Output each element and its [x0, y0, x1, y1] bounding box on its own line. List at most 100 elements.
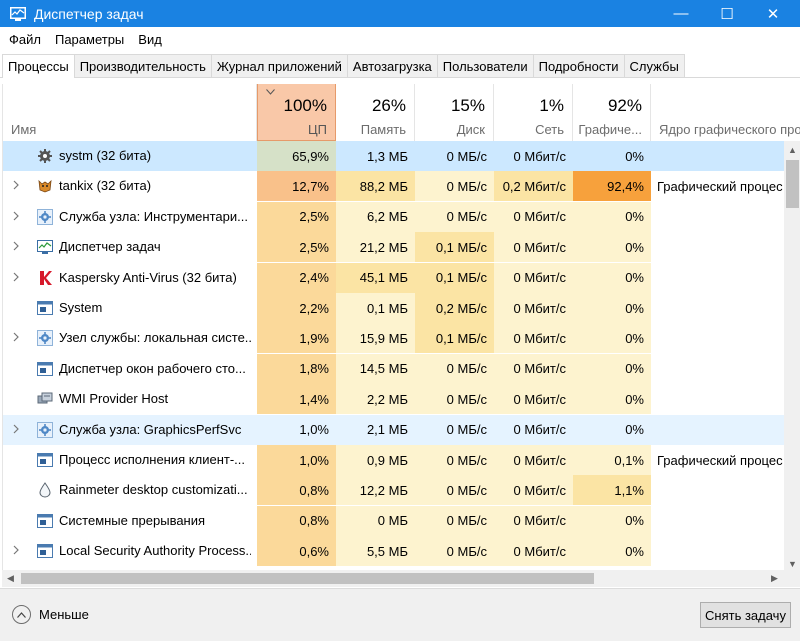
- wmi-icon: [37, 391, 53, 407]
- process-row[interactable]: tankix (32 бита) 12,7% 88,2 МБ 0 МБ/с 0,2 Мб…: [3, 171, 784, 202]
- menu-options[interactable]: Параметры: [54, 32, 125, 47]
- process-row[interactable]: Системные прерывания 0,8% 0 МБ 0 МБ/с 0 Мбит…: [3, 505, 784, 536]
- process-net-cell: 0,2 Мбит/с: [494, 171, 573, 202]
- process-row[interactable]: System 2,2% 0,1 МБ 0,2 МБ/с 0 Мбит/с 0%: [3, 293, 784, 323]
- column-label-network: Сеть: [535, 122, 564, 137]
- process-net-cell: 0 Мбит/с: [494, 262, 573, 293]
- scroll-right-arrow-icon[interactable]: ▶: [771, 573, 778, 583]
- process-cpu-cell: 65,9%: [257, 141, 336, 171]
- tab-app-history[interactable]: Журнал приложений: [210, 54, 348, 77]
- process-net-cell: 0 Мбит/с: [494, 536, 573, 567]
- window-icon: [37, 452, 53, 468]
- column-header-name[interactable]: Имя: [3, 84, 257, 141]
- process-name: Rainmeter desktop customizati...: [59, 482, 248, 498]
- expand-chevron-icon[interactable]: [13, 241, 21, 253]
- process-cpu-cell: 2,5%: [257, 232, 336, 263]
- fewer-details-button[interactable]: Меньше: [12, 605, 89, 624]
- column-header-disk[interactable]: 15% Диск: [415, 84, 494, 141]
- scroll-up-arrow-icon[interactable]: ▲: [788, 144, 797, 155]
- column-header-cpu[interactable]: 100% ЦП: [257, 84, 336, 141]
- process-gpu-engine-cell: [651, 475, 784, 505]
- process-name: Kaspersky Anti-Virus (32 бита): [59, 269, 237, 285]
- process-gpu-cell: 0%: [573, 536, 651, 567]
- chevron-up-icon: [12, 605, 31, 624]
- process-disk-cell: 0 МБ/с: [415, 505, 494, 536]
- process-row[interactable]: systm (32 бита) 65,9% 1,3 МБ 0 МБ/с 0 Мбит/с…: [3, 141, 784, 171]
- tab-processes[interactable]: Процессы: [2, 54, 75, 78]
- sort-descending-icon: [266, 89, 275, 95]
- process-row[interactable]: Rainmeter desktop customizati... 0,8% 12,2…: [3, 475, 784, 506]
- window-icon: [37, 300, 53, 316]
- vertical-scrollbar[interactable]: ▲ ▼: [784, 141, 800, 572]
- process-cpu-cell: 0,8%: [257, 475, 336, 506]
- process-row[interactable]: Служба узла: GraphicsPerfSvc 1,0% 2,1 МБ 0 …: [3, 414, 784, 445]
- tab-services[interactable]: Службы: [623, 54, 685, 77]
- expand-chevron-icon[interactable]: [13, 545, 21, 557]
- process-name-cell: Служба узла: GraphicsPerfSvc: [3, 415, 257, 445]
- column-header-memory[interactable]: 26% Память: [336, 84, 415, 141]
- process-name: Служба узла: GraphicsPerfSvc: [59, 421, 242, 437]
- process-name-cell: Системные прерывания: [3, 506, 257, 536]
- window-icon: [37, 361, 53, 377]
- process-disk-cell: 0 МБ/с: [415, 445, 494, 475]
- process-name-cell: WMI Provider Host: [3, 384, 257, 414]
- process-mem-cell: 14,5 МБ: [336, 353, 415, 384]
- column-header-network[interactable]: 1% Сеть: [494, 84, 573, 141]
- minimize-button[interactable]: —: [673, 5, 689, 22]
- process-row[interactable]: Диспетчер задач 2,5% 21,2 МБ 0,1 МБ/с 0 Мбит…: [3, 232, 784, 263]
- column-label-gpu-engine: Ядро графического про: [659, 122, 800, 137]
- close-button[interactable]: ✕: [766, 5, 780, 23]
- process-disk-cell: 0 МБ/с: [446, 422, 487, 438]
- process-gpu-engine-cell: [651, 354, 784, 384]
- process-row[interactable]: Процесс исполнения клиент-... 1,0% 0,9 МБ 0…: [3, 445, 784, 475]
- horizontal-scroll-thumb[interactable]: [21, 573, 594, 584]
- menu-view[interactable]: Вид: [138, 32, 162, 47]
- process-name: systm (32 бита): [59, 148, 152, 163]
- horizontal-scrollbar[interactable]: ◀ ▶: [2, 570, 783, 587]
- fewer-details-label: Меньше: [39, 607, 89, 622]
- tab-users[interactable]: Пользователи: [436, 54, 534, 77]
- column-header-gpu[interactable]: 92% Графиче...: [573, 84, 651, 141]
- process-row[interactable]: WMI Provider Host 1,4% 2,2 МБ 0 МБ/с 0 Мбит/…: [3, 384, 784, 415]
- process-gpu-cell: 0,1%: [573, 445, 651, 475]
- process-row[interactable]: Узел службы: локальная систе... 1,9% 15,9 …: [3, 323, 784, 354]
- vertical-scroll-thumb[interactable]: [786, 160, 799, 208]
- process-mem-cell: 88,2 МБ: [336, 171, 415, 202]
- process-gpu-cell: 0%: [573, 262, 651, 293]
- service-gear-icon: [37, 421, 53, 438]
- title-bar: Диспетчер задач — ☐ ✕: [0, 0, 800, 27]
- process-row[interactable]: Local Security Authority Process... 0,6% 5…: [3, 536, 784, 567]
- expand-chevron-icon[interactable]: [13, 424, 21, 436]
- cpu-total-percent: 100%: [283, 96, 327, 115]
- expand-chevron-icon[interactable]: [13, 272, 21, 284]
- column-header-gpu-engine[interactable]: Ядро графического про: [651, 84, 800, 141]
- tab-performance[interactable]: Производительность: [73, 54, 212, 77]
- tab-details[interactable]: Подробности: [532, 54, 625, 77]
- process-name-cell: tankix (32 бита): [3, 171, 257, 201]
- scroll-left-arrow-icon[interactable]: ◀: [7, 573, 14, 583]
- expand-chevron-icon[interactable]: [13, 332, 21, 344]
- expand-chevron-icon[interactable]: [13, 180, 21, 192]
- process-gpu-cell: 1,1%: [573, 475, 651, 506]
- process-disk-cell: 0,1 МБ/с: [415, 323, 494, 354]
- process-name: Служба узла: Инструментари...: [59, 208, 248, 224]
- process-gpu-cell: 0%: [573, 323, 651, 354]
- process-disk-cell: 0 МБ/с: [415, 201, 494, 232]
- maximize-button[interactable]: ☐: [720, 5, 734, 23]
- scroll-down-arrow-icon[interactable]: ▼: [788, 558, 797, 569]
- tab-startup[interactable]: Автозагрузка: [346, 54, 438, 77]
- process-grid: Имя 100% ЦП 26% Память 15% Диск 1% Сеть …: [2, 84, 800, 572]
- end-task-button[interactable]: Снять задачу: [700, 602, 791, 628]
- process-gpu-engine-cell: [651, 232, 784, 262]
- process-mem-cell: 15,9 МБ: [336, 323, 415, 354]
- process-name-cell: Kaspersky Anti-Virus (32 бита): [3, 263, 257, 293]
- process-row[interactable]: Служба узла: Инструментари... 2,5% 6,2 МБ 0…: [3, 201, 784, 232]
- process-cpu-cell: 0,8%: [257, 505, 336, 536]
- menu-file[interactable]: Файл: [9, 32, 41, 47]
- process-row[interactable]: Kaspersky Anti-Virus (32 бита) 2,4% 45,1 М…: [3, 262, 784, 293]
- process-name-cell: Rainmeter desktop customizati...: [3, 475, 257, 505]
- process-net-cell: 0 Мбит/с: [494, 384, 573, 415]
- expand-chevron-icon[interactable]: [13, 211, 21, 223]
- process-row[interactable]: Диспетчер окон рабочего сто... 1,8% 14,5 М…: [3, 353, 784, 384]
- process-net-cell: 0 Мбит/с: [513, 148, 566, 164]
